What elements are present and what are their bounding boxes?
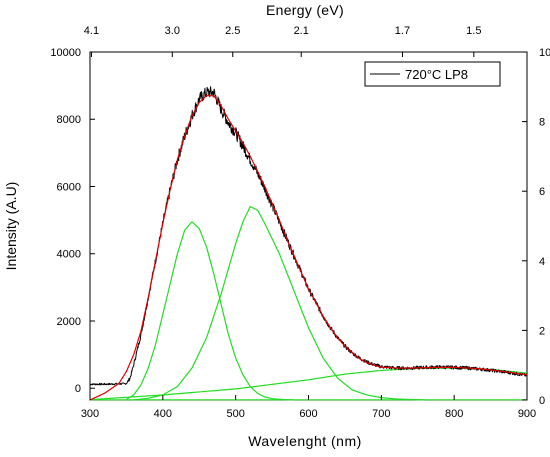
plot-frame [89, 51, 528, 401]
y-tick-label: 0 [75, 383, 81, 395]
x-tick-label: 700 [372, 408, 390, 420]
x-axis-title: Wavelenght (nm) [248, 433, 362, 449]
x-tick-label: 500 [226, 408, 244, 420]
component-3-line [89, 367, 528, 401]
y2-tick-label: 8 [539, 117, 545, 129]
y2-tick-label: 0 [539, 395, 545, 407]
x-tick-label: 400 [154, 408, 172, 420]
legend-label: 720°C LP8 [405, 67, 468, 82]
x-tick-label: 800 [445, 408, 463, 420]
y2-tick-label: 2 [539, 325, 545, 337]
y2-tick-label: 10 [539, 47, 550, 59]
top-tick-label: 1.7 [395, 25, 410, 37]
y-tick-label: 6000 [57, 181, 81, 193]
top-tick-label: 2.1 [294, 25, 309, 37]
series-layer [89, 86, 528, 401]
x-tick-label: 300 [81, 408, 99, 420]
y-tick-label: 4000 [57, 249, 81, 261]
top-tick-label: 1.5 [466, 25, 481, 37]
ticks-layer: 300 400 500 600 700 800 9000200040006000800010… [50, 25, 550, 420]
measured-line [89, 86, 528, 386]
component-2-line [133, 206, 426, 401]
y-tick-label: 2000 [57, 316, 81, 328]
top-tick-label: 4.1 [84, 25, 99, 37]
y2-tick-label: 4 [539, 256, 545, 268]
top-tick-label: 2.5 [225, 25, 240, 37]
y-tick-label: 10000 [50, 47, 81, 59]
legend: 720°C LP8 [364, 61, 501, 87]
top-axis-title: Energy (eV) [266, 2, 344, 18]
x-tick-label: 900 [518, 408, 536, 420]
fit-line [89, 95, 528, 401]
top-tick-label: 3.0 [165, 25, 180, 37]
y-axis-title: Intensity (A.U) [3, 182, 19, 271]
x-tick-label: 600 [299, 408, 317, 420]
component-1-line [126, 221, 294, 401]
y2-tick-label: 6 [539, 186, 545, 198]
y-tick-label: 8000 [57, 114, 81, 126]
